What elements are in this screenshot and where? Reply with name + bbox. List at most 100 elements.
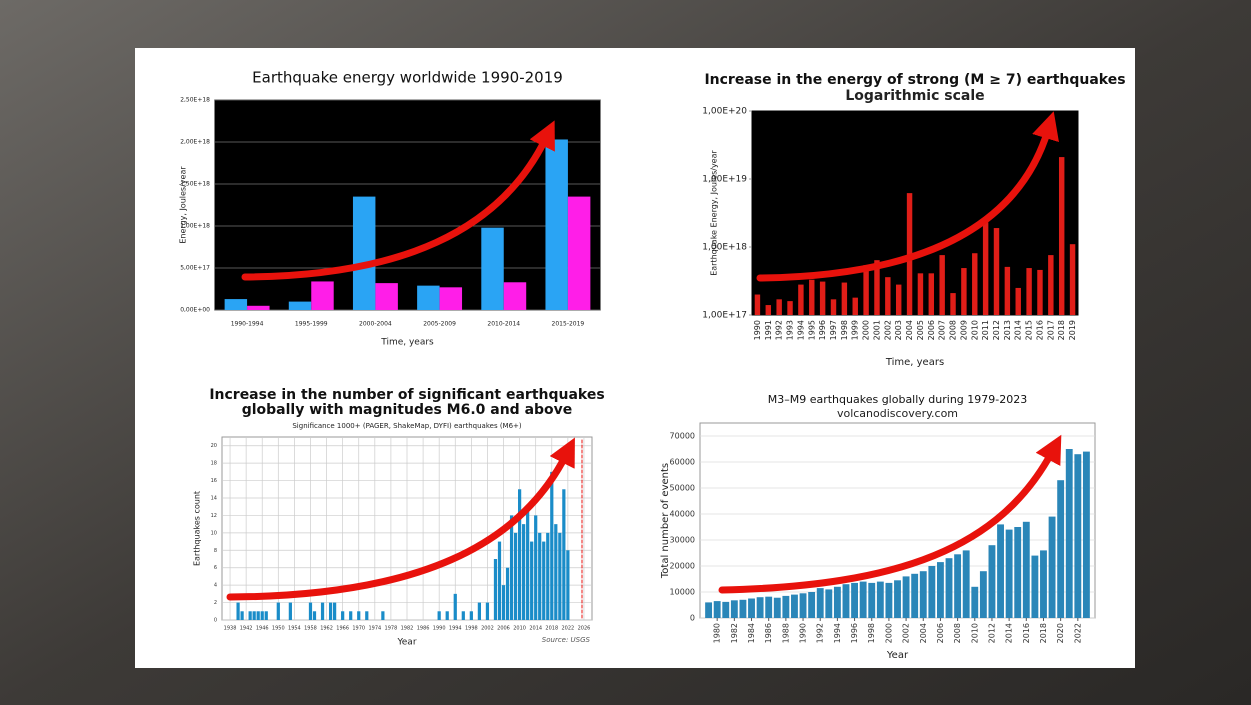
y-axis-label: Earthquake Energy, Joules/year [710, 149, 719, 275]
x-axis-label: Year [396, 638, 416, 648]
x-tick-label: 2006 [936, 623, 945, 643]
y-tick-label: 10000 [670, 588, 695, 597]
bar [739, 599, 747, 618]
bar [874, 260, 880, 315]
chart-title: Increase in the energy of strong (M ≥ 7)… [704, 72, 1125, 88]
bar [311, 281, 334, 310]
bar [1026, 268, 1032, 315]
bar [730, 600, 738, 618]
bar [497, 541, 502, 620]
y-tick-label: 2,00E+18 [180, 139, 210, 146]
bar [748, 598, 755, 618]
x-tick-label: 2020 [1056, 623, 1065, 643]
x-tick-label: 2018 [1039, 623, 1048, 643]
x-tick-label: 2003 [894, 320, 903, 340]
y-tick-label: 0 [690, 614, 695, 623]
bar [526, 506, 530, 620]
x-tick-label: 2009 [959, 320, 968, 340]
y-tick-label: 1,00E+20 [702, 107, 747, 117]
x-axis-label: Time, years [885, 357, 944, 368]
x-tick-label: 2004 [905, 320, 914, 340]
chart-title: Earthquake energy worldwide 1990-2019 [252, 69, 563, 87]
y-tick-label: 30000 [670, 536, 695, 545]
x-tick-label: 2018 [545, 626, 558, 632]
x-tick-label: 1950 [272, 626, 285, 632]
bar [993, 228, 1000, 315]
plot-area [751, 110, 1079, 316]
bar [809, 279, 815, 315]
bar [352, 196, 376, 310]
bar [961, 268, 967, 315]
bar [349, 611, 353, 620]
bar [859, 581, 867, 618]
bar [902, 576, 910, 618]
x-tick-label: 2013 [1003, 320, 1012, 340]
y-tick-label: 18 [211, 461, 217, 467]
bar [224, 299, 248, 310]
bar [937, 562, 944, 618]
bar [868, 582, 876, 618]
bar [481, 227, 504, 310]
bar [1058, 157, 1065, 315]
chart-subtitle: volcanodiscovery.com [837, 407, 958, 420]
bar [381, 611, 385, 620]
y-tick-label: 1,00E+18 [180, 223, 210, 230]
bar [713, 601, 721, 618]
x-tick-label: 2022 [1073, 623, 1082, 643]
bar [773, 597, 781, 618]
bar [562, 489, 566, 620]
x-tick-label: 1990 [799, 623, 808, 643]
y-tick-label: 40000 [670, 510, 695, 519]
x-tick-label: 2022 [562, 626, 575, 632]
x-axis-label: Year [886, 650, 909, 661]
bar [469, 611, 473, 620]
bar [357, 611, 361, 620]
x-tick-label: 2010 [970, 320, 979, 340]
x-tick-label: 1970 [352, 626, 365, 632]
y-tick-label: 14 [211, 496, 217, 502]
chart-title: globally with magnitudes M6.0 and above [242, 402, 573, 418]
bar [485, 602, 490, 620]
x-tick-label: 2007 [938, 320, 947, 340]
bar [276, 602, 280, 620]
x-tick-label: 1946 [256, 626, 269, 632]
y-tick-label: 10 [211, 530, 217, 536]
x-tick-label: 1999 [851, 320, 860, 340]
y-tick-label: 1,00E+18 [702, 243, 747, 253]
bar [312, 611, 317, 620]
y-tick-label: 60000 [670, 458, 695, 467]
bar [518, 489, 522, 620]
bar [945, 558, 953, 618]
x-tick-label: 1982 [730, 623, 739, 643]
bar [288, 602, 292, 620]
bar [830, 299, 837, 315]
x-tick-label: 2000-2004 [359, 321, 392, 328]
x-tick-label: 1978 [385, 626, 398, 632]
x-tick-label: 2002 [902, 623, 911, 643]
bar [928, 566, 936, 618]
bar [256, 611, 260, 620]
x-tick-label: 1992 [816, 623, 825, 643]
bar [558, 532, 562, 620]
bar [885, 582, 893, 618]
x-tick-label: 1997 [829, 320, 838, 340]
x-tick-label: 1990-1994 [231, 321, 264, 328]
x-axis-label: Time, years [380, 338, 434, 348]
x-tick-label: 2012 [992, 320, 1001, 340]
x-tick-label: 1993 [786, 320, 795, 340]
bar [328, 602, 333, 620]
bar [522, 524, 526, 620]
bar [550, 471, 554, 620]
bar [895, 284, 902, 315]
x-tick-label: 2010 [970, 623, 979, 643]
bar [501, 585, 506, 620]
bar [1065, 449, 1073, 618]
x-tick-label: 1966 [336, 626, 349, 632]
x-tick-label: 2019 [1068, 320, 1077, 340]
bar [885, 277, 891, 315]
arrow [718, 434, 1062, 594]
trend-arrows [226, 111, 1062, 621]
bar [530, 541, 534, 620]
bar [513, 532, 518, 620]
bar [798, 284, 804, 315]
